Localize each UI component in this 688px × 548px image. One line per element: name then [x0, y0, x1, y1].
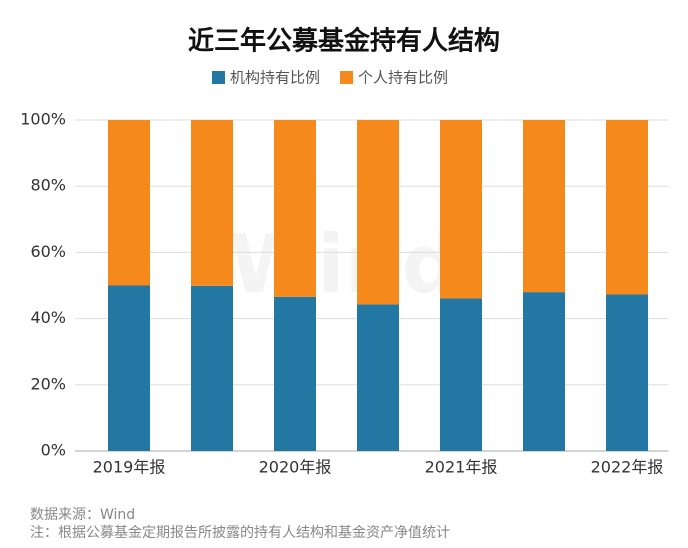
bar-segment [523, 292, 565, 451]
bar-segment [274, 120, 316, 297]
x-tick-label: 2020年报 [259, 458, 332, 477]
bar-segment [606, 120, 648, 295]
y-tick-label: 60% [30, 242, 66, 261]
bar-segment [357, 120, 399, 305]
x-tick-label: 2021年报 [425, 458, 498, 477]
legend-swatch [212, 71, 225, 84]
bar-segment [191, 120, 233, 286]
y-tick-label: 40% [30, 308, 66, 327]
x-tick-label: 2022年报 [591, 458, 664, 477]
bar-segment [274, 296, 316, 451]
legend-label: 机构持有比例 [230, 69, 320, 87]
y-tick-label: 80% [30, 176, 66, 195]
y-tick-label: 20% [30, 374, 66, 393]
bar-segment [108, 120, 150, 286]
y-tick-label: 100% [20, 110, 66, 129]
source-note: 数据来源：Wind [30, 507, 135, 523]
x-tick-label: 2019年报 [93, 458, 166, 477]
bar-segment [357, 304, 399, 451]
bar-segment [606, 294, 648, 451]
footnote: 注：根据公募基金定期报告所披露的持有人结构和基金资产净值统计 [30, 524, 450, 541]
legend-label: 个人持有比例 [358, 69, 448, 87]
legend-swatch [340, 71, 354, 84]
bar-segment [523, 120, 565, 293]
bar-segment [108, 285, 150, 451]
chart-title: 近三年公募基金持有人结构 [188, 26, 500, 57]
y-tick-label: 0% [41, 441, 66, 460]
bar-segment [440, 298, 482, 451]
bar-segment [440, 120, 482, 299]
bar-segment [191, 285, 233, 451]
watermark: Wind [229, 218, 459, 311]
